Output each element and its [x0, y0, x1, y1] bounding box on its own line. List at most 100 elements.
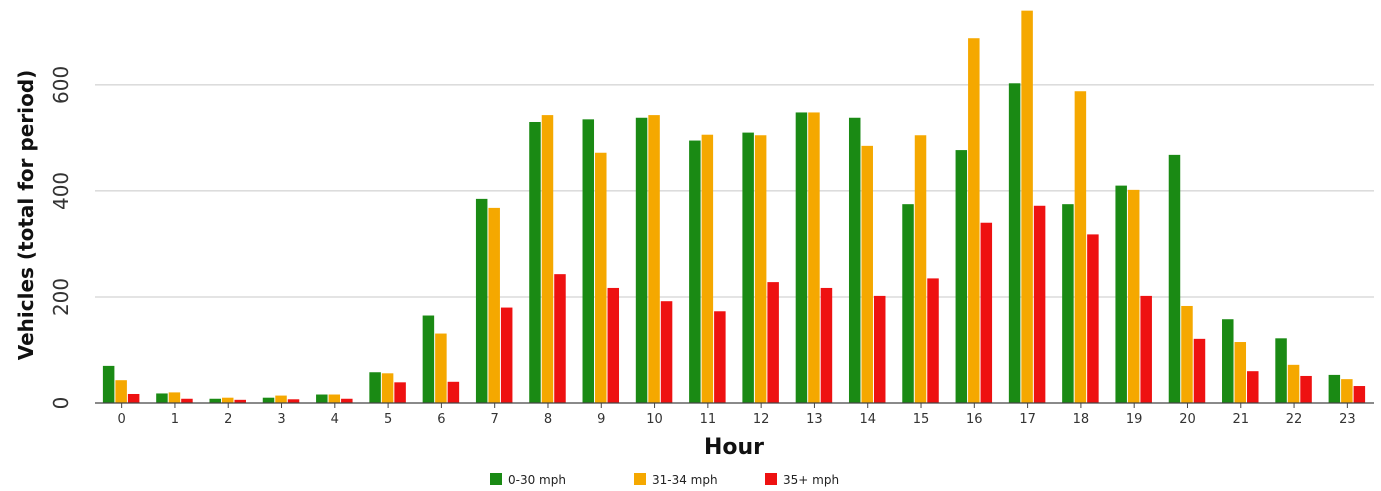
x-tick-label: 19: [1126, 412, 1143, 427]
x-tick-label: 15: [913, 412, 930, 427]
x-tick-label: 11: [700, 412, 717, 427]
grid-lines: [95, 84, 1374, 298]
x-tick-labels: 0 1 2 3 4 5 6 7 8 9 10 11 12 13 14 15 16 17 18 19 20 21 22 23: [118, 403, 1356, 427]
bar-0-30-mph-hour-7: [475, 198, 488, 403]
bar-31-34-mph-hour-19: [1127, 189, 1140, 403]
bar-35-mph-hour-4: [341, 398, 353, 403]
bar-0-30-mph-hour-1: [156, 393, 168, 403]
legend-label: 35+ mph: [783, 473, 839, 487]
y-axis-title: Vehicles (total for period): [14, 70, 38, 361]
bar-35-mph-hour-1: [181, 398, 193, 403]
bar-35-mph-hour-23: [1353, 386, 1366, 403]
bar-35-mph-hour-11: [714, 311, 726, 403]
bar-35-mph-hour-17: [1033, 205, 1046, 403]
x-tick-label: 16: [966, 412, 983, 427]
bar-31-34-mph-hour-23: [1341, 379, 1353, 403]
bar-31-34-mph-hour-5: [381, 373, 394, 403]
bar-0-30-mph-hour-11: [689, 140, 701, 403]
x-tick-label: 21: [1232, 412, 1249, 427]
bar-31-34-mph-hour-20: [1181, 305, 1193, 403]
bar-35-mph-hour-2: [234, 399, 246, 403]
bar-31-34-mph-hour-7: [488, 207, 500, 403]
y-tick-label: 600: [49, 66, 73, 104]
bar-0-30-mph-hour-4: [316, 394, 328, 403]
bar-35-mph-hour-20: [1193, 338, 1206, 403]
bar-31-34-mph-hour-16: [968, 38, 980, 404]
bar-0-30-mph-hour-9: [582, 119, 595, 403]
legend-item: 0-30 mph: [490, 473, 566, 487]
x-tick-label: 9: [597, 412, 605, 427]
x-tick-label: 6: [437, 412, 445, 427]
bar-31-34-mph-hour-9: [595, 152, 607, 403]
x-tick-label: 8: [544, 412, 552, 427]
x-axis-title: Hour: [704, 435, 764, 460]
bar-35-mph-hour-7: [500, 307, 513, 403]
legend-item: 31-34 mph: [634, 473, 718, 487]
y-tick-label: 0: [49, 397, 73, 410]
bar-0-30-mph-hour-20: [1168, 154, 1181, 403]
bar-35-mph-hour-21: [1247, 371, 1259, 403]
bar-0-30-mph-hour-5: [369, 372, 381, 403]
x-tick-label: 0: [118, 412, 126, 427]
x-tick-label: 5: [384, 412, 392, 427]
bar-35-mph-hour-3: [287, 399, 300, 403]
legend-label: 31-34 mph: [652, 473, 718, 487]
bar-35-mph-hour-10: [660, 301, 673, 403]
bar-31-34-mph-hour-15: [914, 135, 927, 403]
y-tick-labels: 0 200 400 600: [49, 66, 73, 410]
bar-31-34-mph-hour-6: [435, 333, 447, 403]
bar-31-34-mph-hour-3: [275, 395, 287, 403]
bar-35-mph-hour-19: [1140, 295, 1152, 403]
bar-31-34-mph-hour-11: [701, 134, 714, 403]
bar-35-mph-hour-5: [394, 382, 406, 403]
bar-35-mph-hour-16: [980, 222, 993, 403]
bar-31-34-mph-hour-13: [808, 112, 820, 404]
legend-label: 0-30 mph: [508, 473, 566, 487]
bar-0-30-mph-hour-23: [1328, 374, 1341, 403]
y-tick-label: 400: [49, 172, 73, 210]
bar-0-30-mph-hour-19: [1115, 185, 1127, 403]
x-tick-label: 18: [1073, 412, 1090, 427]
x-tick-label: 1: [171, 412, 179, 427]
bar-31-34-mph-hour-4: [328, 394, 341, 403]
legend: 0-30 mph 31-34 mph 35+ mph: [490, 473, 839, 487]
bar-0-30-mph-hour-12: [742, 132, 754, 403]
legend-item: 35+ mph: [765, 473, 839, 487]
bar-31-34-mph-hour-0: [115, 380, 127, 403]
bar-0-30-mph-hour-8: [529, 121, 541, 403]
x-tick-label: 10: [646, 412, 663, 427]
x-tick-label: 22: [1286, 412, 1303, 427]
bar-31-34-mph-hour-8: [541, 115, 554, 403]
bar-31-34-mph-hour-14: [861, 145, 873, 403]
bar-35-mph-hour-15: [927, 278, 939, 403]
bar-35-mph-hour-13: [820, 287, 833, 403]
bar-0-30-mph-hour-16: [955, 150, 968, 403]
bar-35-mph-hour-12: [767, 282, 779, 403]
bar-0-30-mph-hour-15: [902, 204, 914, 403]
x-tick-label: 20: [1179, 412, 1196, 427]
bar-35-mph-hour-22: [1300, 375, 1312, 403]
bar-35-mph-hour-6: [447, 381, 460, 403]
bar-0-30-mph-hour-2: [209, 398, 221, 403]
legend-swatch: [765, 473, 777, 485]
bar-31-34-mph-hour-12: [754, 135, 767, 403]
y-tick-label: 200: [49, 278, 73, 316]
bar-0-30-mph-hour-10: [635, 117, 648, 403]
x-tick-label: 14: [859, 412, 876, 427]
bars-group: [102, 10, 1366, 404]
bar-31-34-mph-hour-17: [1021, 10, 1033, 404]
bar-35-mph-hour-9: [607, 287, 620, 403]
x-tick-label: 13: [806, 412, 823, 427]
bar-31-34-mph-hour-22: [1287, 364, 1300, 403]
bar-35-mph-hour-18: [1087, 234, 1099, 403]
bar-0-30-mph-hour-17: [1008, 83, 1021, 404]
bar-35-mph-hour-0: [127, 393, 140, 403]
bar-31-34-mph-hour-18: [1074, 91, 1087, 403]
bar-0-30-mph-hour-6: [422, 315, 435, 403]
bar-31-34-mph-hour-2: [221, 397, 234, 403]
bar-0-30-mph-hour-0: [102, 365, 115, 403]
bar-35-mph-hour-14: [873, 295, 886, 403]
bar-31-34-mph-hour-21: [1234, 342, 1247, 403]
x-tick-label: 17: [1019, 412, 1036, 427]
